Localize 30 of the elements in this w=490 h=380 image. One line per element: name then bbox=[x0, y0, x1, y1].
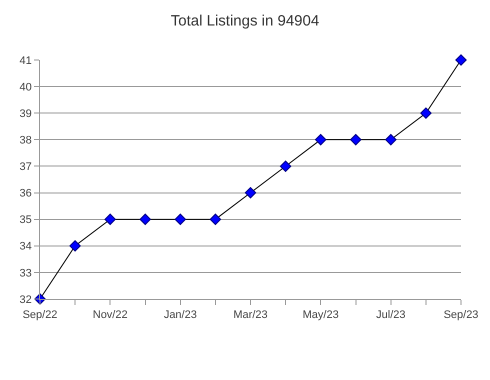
point bbox=[350, 134, 362, 146]
y-tick-label: 40 bbox=[20, 81, 32, 94]
x-tick-label: Jan/23 bbox=[164, 309, 197, 322]
y-tick-label: 33 bbox=[20, 267, 32, 280]
point bbox=[314, 134, 326, 146]
y-tick-label: 35 bbox=[20, 214, 32, 226]
point bbox=[455, 54, 467, 66]
point bbox=[210, 214, 222, 226]
y-tick-label: 34 bbox=[20, 240, 32, 253]
point bbox=[174, 214, 186, 226]
point bbox=[280, 160, 292, 172]
point bbox=[385, 134, 397, 146]
x-tick-label: Sep/23 bbox=[444, 309, 478, 322]
point bbox=[244, 187, 256, 198]
x-tick-label: May/23 bbox=[302, 309, 339, 322]
x-tick-label: Nov/22 bbox=[92, 309, 128, 322]
y-tick-label: 36 bbox=[20, 188, 32, 200]
y-tick-label: 41 bbox=[20, 54, 32, 67]
point bbox=[140, 214, 151, 226]
x-tick-label: Jul/23 bbox=[376, 309, 406, 322]
point bbox=[69, 240, 81, 252]
x-tick-label: Sep/22 bbox=[22, 309, 58, 322]
point bbox=[420, 107, 432, 119]
y-tick-label: 39 bbox=[20, 108, 32, 120]
point bbox=[104, 214, 116, 226]
y-tick-label: 32 bbox=[20, 294, 32, 306]
x-tick-label: Mar/23 bbox=[233, 309, 268, 322]
y-tick-label: 37 bbox=[20, 161, 32, 174]
chart-title: Total Listings in 94904 bbox=[170, 12, 320, 30]
y-tick-label: 38 bbox=[20, 134, 32, 147]
